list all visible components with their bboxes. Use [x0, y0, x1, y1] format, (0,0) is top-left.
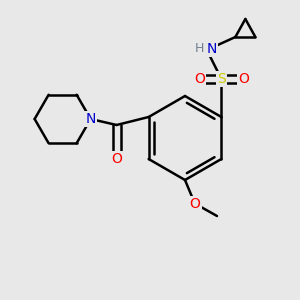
- Text: H: H: [195, 43, 204, 56]
- Text: N: N: [85, 112, 96, 126]
- Text: O: O: [194, 72, 205, 86]
- Text: O: O: [111, 152, 122, 166]
- Text: S: S: [217, 72, 226, 86]
- Text: N: N: [206, 42, 217, 56]
- Text: O: O: [238, 72, 249, 86]
- Text: O: O: [190, 197, 200, 211]
